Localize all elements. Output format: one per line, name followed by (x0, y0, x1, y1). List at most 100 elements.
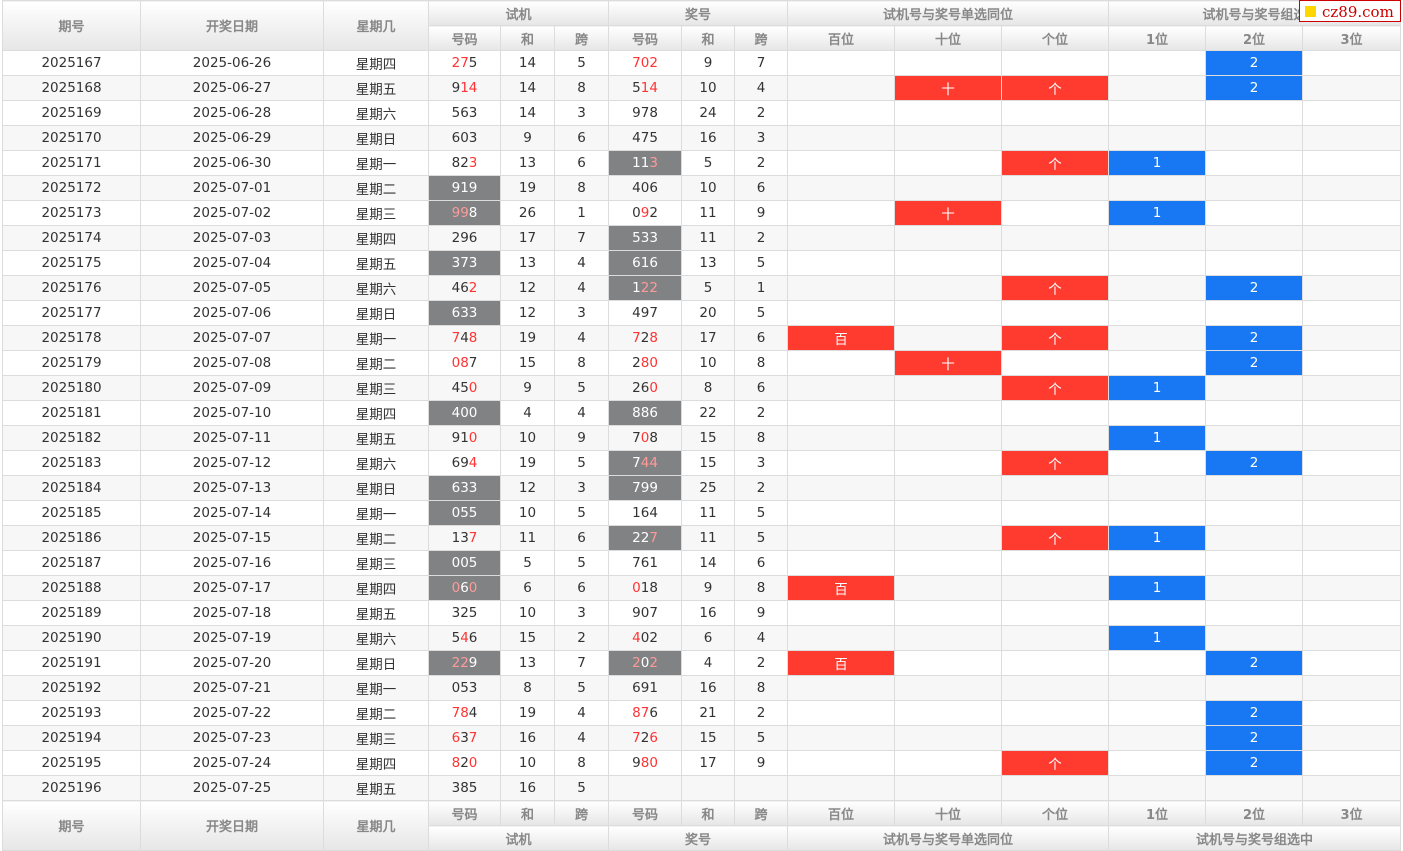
cell-qihao: 2025179 (2, 350, 141, 376)
table-row: 2025186 2025-07-15 星期二 137 11 6 227 11 5 个 1 (2, 525, 1402, 551)
cell-match-bai (787, 475, 896, 501)
cell-shiji-span: 4 (553, 325, 610, 351)
cell-jianghao-span: 4 (734, 625, 789, 651)
cell-shiji-number: 919 (428, 175, 501, 201)
cell-match-shi (894, 550, 1003, 576)
header-he: 和 (681, 25, 736, 51)
cell-combo-2: 2 (1205, 725, 1304, 751)
cell-combo-3 (1302, 125, 1402, 151)
cell-shiji-sum: 12 (500, 475, 555, 501)
cell-shiji-number: 603 (428, 125, 501, 151)
table-row: 2025179 2025-07-08 星期二 087 15 8 280 10 8 十 2 (2, 350, 1402, 376)
cell-shiji-span: 5 (553, 375, 610, 401)
digit: 6 (649, 705, 658, 721)
cell-combo-2 (1205, 150, 1304, 176)
digit: 2 (451, 230, 461, 246)
header-he: 和 (500, 25, 555, 51)
cell-shiji-number: 450 (428, 375, 501, 401)
cell-weekday: 星期二 (323, 350, 429, 376)
cell-shiji-number: 998 (428, 200, 501, 226)
cell-weekday: 星期二 (323, 700, 429, 726)
digit: 8 (640, 755, 650, 771)
cell-match-ge: 个 (1001, 325, 1110, 351)
cell-match-bai (787, 425, 896, 451)
digit: 1 (640, 255, 650, 271)
cell-date: 2025-07-09 (140, 375, 324, 401)
cell-jianghao-span: 2 (734, 400, 789, 426)
footer-weekday: 星期几 (323, 800, 429, 851)
digit: 6 (632, 255, 641, 271)
cell-qihao: 2025180 (2, 375, 141, 401)
header-ge: 个位 (1001, 25, 1110, 51)
cell-shiji-number: 053 (428, 675, 501, 701)
cell-qihao: 2025190 (2, 625, 141, 651)
cell-match-ge: 个 (1001, 525, 1110, 551)
cell-jianghao-sum: 25 (681, 475, 736, 501)
site-logo[interactable]: cz89.com (1299, 0, 1401, 22)
cell-match-bai: 百 (787, 325, 896, 351)
digit: 0 (468, 430, 478, 446)
digit: 3 (460, 730, 469, 746)
cell-match-shi: 十 (894, 75, 1003, 101)
digit: 2 (640, 330, 650, 346)
cell-shiji-number: 137 (428, 525, 501, 551)
digit: 3 (468, 680, 478, 696)
cell-match-shi (894, 675, 1003, 701)
digit: 2 (649, 280, 658, 296)
cell-combo-2 (1205, 400, 1304, 426)
digit: 0 (640, 430, 650, 446)
cell-match-ge (1001, 200, 1110, 226)
header-w2: 2位 (1205, 25, 1304, 51)
cell-jianghao-sum: 20 (681, 300, 736, 326)
digit: 3 (460, 530, 469, 546)
cell-shiji-span: 2 (553, 625, 610, 651)
footer-kua: 跨 (553, 800, 610, 826)
cell-qihao: 2025176 (2, 275, 141, 301)
digit: 8 (640, 405, 650, 421)
cell-jianghao-sum: 11 (681, 200, 736, 226)
cell-shiji-number: 820 (428, 750, 501, 776)
cell-combo-2 (1205, 300, 1304, 326)
cell-shiji-number: 633 (428, 475, 501, 501)
cell-shiji-span: 4 (553, 700, 610, 726)
digit: 9 (451, 180, 461, 196)
cell-shiji-span: 4 (553, 275, 610, 301)
cell-jianghao-number: 728 (608, 325, 683, 351)
cell-jianghao-sum: 15 (681, 450, 736, 476)
digit: 0 (649, 380, 658, 396)
digit: 0 (640, 180, 650, 196)
cell-combo-1 (1108, 775, 1207, 801)
cell-combo-2: 2 (1205, 450, 1304, 476)
digit: 7 (640, 130, 650, 146)
digit: 9 (460, 230, 469, 246)
cell-combo-1 (1108, 725, 1207, 751)
cell-combo-3 (1302, 700, 1402, 726)
digit: 1 (460, 80, 469, 96)
cell-shiji-number: 563 (428, 100, 501, 126)
cell-combo-2 (1205, 100, 1304, 126)
cell-jianghao-span (734, 775, 789, 801)
cell-combo-1 (1108, 475, 1207, 501)
cell-jianghao-number: 018 (608, 575, 683, 601)
cell-qihao: 2025171 (2, 150, 141, 176)
cell-match-bai (787, 150, 896, 176)
cell-shiji-sum: 4 (500, 400, 555, 426)
digit: 9 (468, 180, 478, 196)
cell-jianghao-sum: 6 (681, 625, 736, 651)
digit: 4 (649, 80, 658, 96)
cell-match-bai (787, 550, 896, 576)
cell-date: 2025-07-02 (140, 200, 324, 226)
digit: 4 (649, 505, 658, 521)
cell-shiji-sum: 14 (500, 100, 555, 126)
digit: 2 (632, 655, 641, 671)
digit: 7 (632, 555, 641, 571)
cell-weekday: 星期日 (323, 475, 429, 501)
digit: 9 (451, 430, 461, 446)
cell-qihao: 2025196 (2, 775, 141, 801)
cell-shiji-sum: 10 (500, 600, 555, 626)
cell-combo-2 (1205, 475, 1304, 501)
digit: 8 (649, 105, 658, 121)
cell-qihao: 2025184 (2, 475, 141, 501)
digit: 4 (468, 705, 478, 721)
